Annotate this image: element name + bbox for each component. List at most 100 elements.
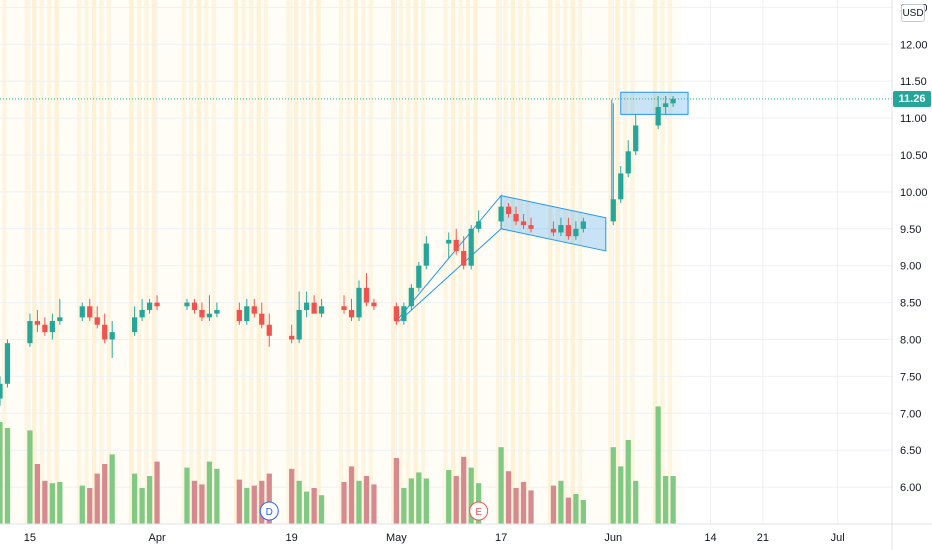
candle-body xyxy=(0,383,3,399)
volume-bar xyxy=(244,488,250,524)
candle-body xyxy=(520,221,527,226)
session-band xyxy=(136,0,142,524)
candle-body xyxy=(416,265,422,288)
session-band xyxy=(189,0,194,524)
volume-bar xyxy=(505,471,512,524)
candle-body xyxy=(461,250,467,266)
highlight-area xyxy=(0,0,681,524)
candle-body xyxy=(625,151,631,174)
volume-bar xyxy=(633,480,639,524)
candle-body xyxy=(296,309,302,340)
volume-bar xyxy=(550,485,557,524)
volume-bar xyxy=(102,464,108,524)
price-axis-label: 6.00 xyxy=(900,482,921,494)
time-axis-label: 15 xyxy=(24,532,36,544)
time-axis-label: Apr xyxy=(148,532,165,544)
candle-body xyxy=(109,332,115,340)
candle-body xyxy=(259,313,265,325)
session-band xyxy=(204,0,209,524)
price-axis-label: 8.00 xyxy=(900,334,921,346)
currency-badge[interactable]: USD xyxy=(901,4,925,22)
volume-bar xyxy=(206,461,213,524)
session-band xyxy=(249,0,254,524)
volume-bar xyxy=(259,480,265,524)
price-axis-label: 6.50 xyxy=(900,445,921,457)
volume-bar xyxy=(655,406,661,524)
volume-bar xyxy=(513,488,519,524)
candle-body xyxy=(558,225,564,233)
event-marker-label: E xyxy=(475,507,482,518)
candle-body xyxy=(236,309,242,322)
volume-bar xyxy=(401,488,407,524)
candle-body xyxy=(199,309,205,318)
session-band xyxy=(421,0,426,524)
session-band xyxy=(256,0,261,524)
volume-bar xyxy=(57,482,63,524)
candle-body xyxy=(513,214,519,222)
session-band xyxy=(518,0,523,524)
session-band xyxy=(32,0,37,524)
candle-body xyxy=(289,335,295,340)
volume-bar xyxy=(393,458,400,524)
session-band xyxy=(413,0,418,524)
candle-body xyxy=(468,228,474,266)
session-band xyxy=(458,0,463,524)
session-band xyxy=(54,0,59,524)
price-axis-label: 12.00 xyxy=(900,39,928,51)
candle-body xyxy=(446,239,452,244)
candle-body xyxy=(34,321,41,325)
price-axis-label: 10.00 xyxy=(900,187,928,199)
volume-bar xyxy=(311,488,317,524)
session-band xyxy=(144,0,149,524)
session-band xyxy=(495,0,501,524)
volume-bar xyxy=(49,483,55,524)
session-band xyxy=(241,0,246,524)
volume-bar xyxy=(446,470,452,524)
price-axis-label: 9.00 xyxy=(900,261,921,273)
time-axis[interactable]: 15 Apr 19 May 17 Jun 14 21 Jul xyxy=(24,532,845,544)
candle-body xyxy=(401,306,407,322)
session-band xyxy=(615,0,620,524)
price-axis[interactable]: 12.5012.0011.5011.0010.5010.009.509.008.… xyxy=(900,2,928,494)
session-band xyxy=(667,0,673,524)
time-axis-label: Jun xyxy=(604,532,622,544)
candle-body xyxy=(505,206,512,215)
event-marker xyxy=(469,501,489,521)
volume-bar xyxy=(87,488,93,524)
session-band xyxy=(578,0,583,524)
time-axis-label: Jul xyxy=(831,532,845,544)
session-band xyxy=(286,0,291,524)
volume-bar xyxy=(266,473,272,524)
price-candles xyxy=(0,95,676,406)
volume-bar xyxy=(670,476,676,524)
candle-body xyxy=(191,302,198,310)
candle-body xyxy=(311,302,317,314)
candle-body xyxy=(102,324,108,340)
price-axis-label: 8.50 xyxy=(900,298,921,310)
last-price-label: 11.26 xyxy=(893,90,931,107)
flag-2-shape xyxy=(620,91,689,115)
session-band xyxy=(503,0,508,524)
volume-bar xyxy=(146,476,153,524)
price-axis-label: 7.50 xyxy=(900,371,921,383)
volume-bar xyxy=(558,480,564,524)
candle-body xyxy=(371,302,377,307)
time-axis-label: 21 xyxy=(757,532,769,544)
volume-bar xyxy=(610,447,616,524)
session-band xyxy=(361,0,366,524)
volume-bar xyxy=(461,456,467,524)
volume-bar xyxy=(625,440,631,524)
candle-body xyxy=(79,306,85,318)
candle-body xyxy=(42,324,48,333)
session-band xyxy=(608,0,613,524)
volume-bar xyxy=(356,480,362,524)
session-band xyxy=(510,0,516,524)
candle-body xyxy=(565,225,572,237)
volume-bar xyxy=(618,466,624,524)
session-highlights xyxy=(0,0,681,524)
volume-bar xyxy=(94,473,100,524)
volume-bars xyxy=(0,406,676,524)
volume-bar xyxy=(109,454,115,524)
